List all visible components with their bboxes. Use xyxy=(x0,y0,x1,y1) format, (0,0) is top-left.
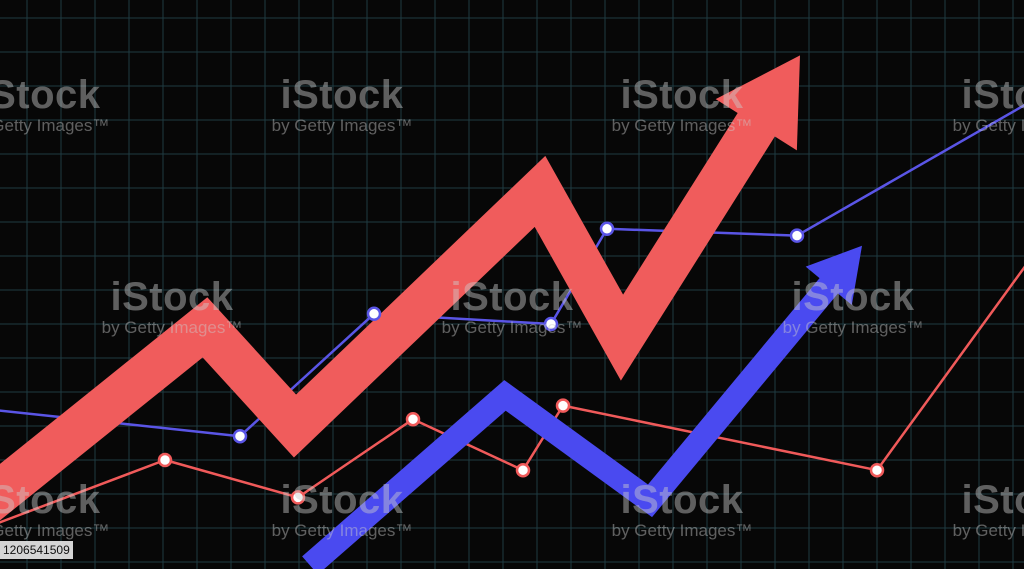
line-series-0-point-1 xyxy=(232,428,248,444)
line-series-0-point-3 xyxy=(543,316,559,332)
line-series-1-point-3 xyxy=(405,411,421,427)
line-series-1-point-2 xyxy=(290,490,306,505)
line-series-0-point-2 xyxy=(366,306,382,322)
arrow-series-2-body xyxy=(0,111,776,521)
chart-marks xyxy=(0,55,1024,569)
arrow-series-3-head xyxy=(805,245,862,305)
image-id-label: 1206541509 xyxy=(0,541,73,559)
line-series-1 xyxy=(0,265,1024,524)
line-series-1-point-1 xyxy=(157,452,173,468)
line-series-0-point-4 xyxy=(599,221,615,237)
arrow-series-3-body xyxy=(302,276,840,569)
arrow-series-2-head xyxy=(715,55,800,151)
line-series-1-point-6 xyxy=(869,462,885,478)
line-series-0-point-5 xyxy=(789,228,805,243)
line-series-1-point-5 xyxy=(555,398,571,413)
line-series-1-point-4 xyxy=(515,462,531,478)
